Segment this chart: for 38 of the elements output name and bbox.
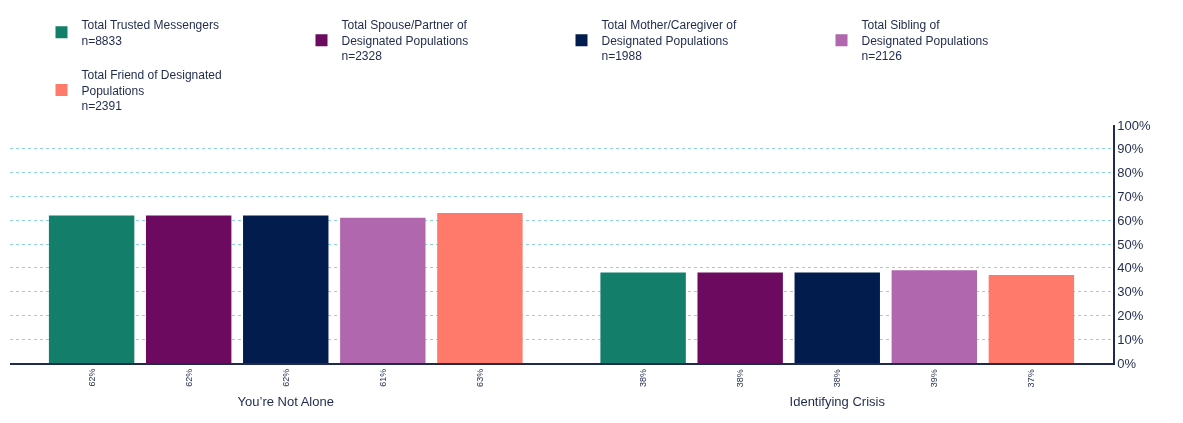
bar <box>340 217 426 363</box>
y-tick-label: 0% <box>1117 355 1137 371</box>
bar <box>48 215 135 363</box>
legend-label: Total Mother/Caregiver of Designated Populations n=1988 <box>601 18 737 64</box>
data-label: 38% <box>832 369 843 388</box>
legend-label: Total Sibling of Designated Populations n=2126 <box>861 18 989 64</box>
bar <box>794 272 880 363</box>
bar <box>145 215 232 363</box>
data-label: 61% <box>377 368 388 387</box>
legend-label: Total Friend of Designated Populations n=2391 <box>81 68 222 114</box>
legend-label: Total Spouse/Partner of Designated Populations n=2328 <box>341 18 469 64</box>
y-tick-label: 60% <box>1117 212 1144 228</box>
bar <box>243 215 329 363</box>
bar <box>600 272 686 363</box>
x-tick-label: Identifying Crisis <box>789 394 886 410</box>
y-tick-label: 10% <box>1117 331 1144 347</box>
data-label: 62% <box>280 368 291 387</box>
data-label: 62% <box>86 368 97 387</box>
y-tick-label: 90% <box>1117 141 1144 157</box>
data-label: 37% <box>1026 369 1037 388</box>
bar <box>437 213 523 363</box>
y-tick-label: 20% <box>1117 307 1144 323</box>
bar <box>988 274 1075 363</box>
x-tick-label: You’re Not Alone <box>237 394 334 410</box>
bar <box>697 272 783 363</box>
y-tick-label: 100% <box>1117 117 1152 133</box>
data-label: 38% <box>735 369 746 388</box>
y-tick-label: 30% <box>1117 284 1144 300</box>
bar <box>891 270 978 363</box>
y-tick-label: 50% <box>1117 236 1144 252</box>
data-label: 39% <box>929 369 940 388</box>
data-label: 38% <box>638 369 649 388</box>
data-label: 63% <box>474 368 485 387</box>
legend-label: Total Trusted Messengers n=8833 <box>81 18 219 48</box>
y-tick-label: 80% <box>1117 165 1144 181</box>
y-tick-label: 40% <box>1117 260 1144 276</box>
data-label: 62% <box>183 368 194 387</box>
y-tick-label: 70% <box>1117 188 1144 204</box>
